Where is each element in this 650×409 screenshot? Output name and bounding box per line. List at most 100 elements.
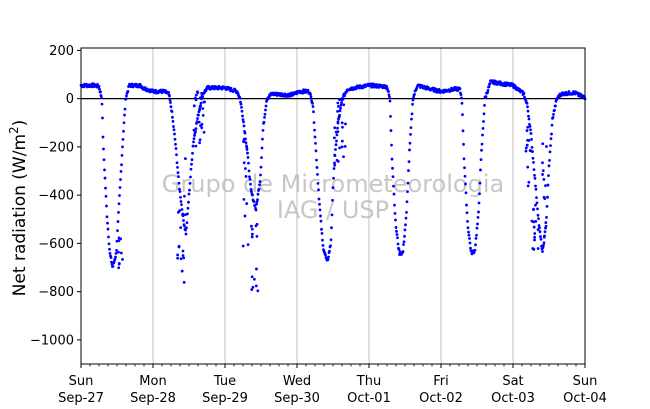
data-point xyxy=(462,157,466,161)
data-point xyxy=(534,184,537,188)
data-point xyxy=(550,123,554,127)
data-point xyxy=(537,217,540,221)
x-tick-label-day: Fri xyxy=(433,374,449,389)
data-point xyxy=(336,120,340,124)
data-point xyxy=(311,105,315,108)
data-point xyxy=(339,106,342,110)
data-point xyxy=(315,166,319,169)
data-point xyxy=(252,277,256,281)
data-point xyxy=(185,226,188,230)
data-point xyxy=(477,201,481,205)
data-point xyxy=(250,232,254,236)
data-point xyxy=(465,203,468,207)
data-point xyxy=(100,96,103,99)
data-point xyxy=(121,138,125,141)
data-point xyxy=(198,107,202,111)
data-point xyxy=(480,148,483,152)
data-point xyxy=(392,192,396,196)
data-point xyxy=(546,195,549,199)
data-point xyxy=(396,242,400,246)
data-point xyxy=(391,166,394,170)
data-point xyxy=(554,104,557,108)
data-point xyxy=(317,197,321,201)
data-point xyxy=(174,147,178,150)
data-point xyxy=(458,87,462,91)
data-point xyxy=(119,169,123,173)
data-point xyxy=(256,289,260,293)
data-point xyxy=(473,248,477,252)
data-point xyxy=(201,114,205,117)
data-point xyxy=(135,82,138,86)
data-point xyxy=(178,209,182,213)
data-point xyxy=(484,95,488,99)
data-point xyxy=(336,160,340,163)
data-point xyxy=(255,200,259,204)
data-point xyxy=(103,168,106,172)
data-point xyxy=(313,128,316,132)
data-point xyxy=(126,89,130,93)
data-point xyxy=(117,211,120,214)
data-point xyxy=(337,104,340,108)
data-point xyxy=(260,156,263,160)
data-point xyxy=(196,117,199,120)
data-point xyxy=(105,204,108,208)
data-point xyxy=(125,94,128,98)
data-point xyxy=(240,105,243,109)
data-point xyxy=(251,193,254,197)
data-point xyxy=(100,102,104,106)
data-point xyxy=(541,169,545,173)
data-point xyxy=(256,198,259,202)
data-point xyxy=(262,120,266,124)
data-point xyxy=(254,284,258,288)
data-point xyxy=(180,203,183,206)
data-point xyxy=(184,157,187,161)
data-point xyxy=(533,177,537,180)
data-point xyxy=(329,244,332,248)
data-point xyxy=(312,110,315,114)
data-point xyxy=(336,101,340,105)
data-point xyxy=(120,163,123,167)
data-point xyxy=(99,90,102,94)
data-point xyxy=(306,88,310,92)
data-point xyxy=(246,151,249,155)
data-point xyxy=(201,107,205,110)
data-point xyxy=(545,145,548,148)
data-point xyxy=(189,175,192,179)
data-point xyxy=(176,171,180,175)
data-point xyxy=(315,158,318,162)
data-point xyxy=(320,231,324,235)
data-point xyxy=(170,110,174,113)
data-point xyxy=(392,184,395,188)
data-point xyxy=(183,194,186,198)
data-point xyxy=(338,98,341,101)
data-point xyxy=(333,136,336,140)
data-point xyxy=(197,120,201,124)
data-point xyxy=(546,183,550,187)
data-point xyxy=(526,165,530,169)
data-point xyxy=(118,194,121,197)
data-point xyxy=(395,229,398,233)
data-point xyxy=(171,115,174,119)
data-point xyxy=(327,255,330,259)
data-point xyxy=(532,247,536,251)
data-point xyxy=(547,174,550,177)
data-point xyxy=(409,133,412,136)
data-point xyxy=(542,235,546,239)
data-point xyxy=(536,247,540,250)
data-point xyxy=(194,144,198,148)
data-point xyxy=(202,130,206,134)
data-point xyxy=(547,164,551,168)
data-point xyxy=(527,180,531,184)
data-point xyxy=(537,224,541,227)
data-point xyxy=(477,210,480,214)
data-point xyxy=(255,202,258,206)
data-point xyxy=(481,127,485,130)
data-point xyxy=(182,256,186,260)
data-point xyxy=(199,101,203,105)
data-point xyxy=(201,96,204,99)
data-point xyxy=(249,224,253,228)
data-point xyxy=(342,155,345,159)
data-point xyxy=(535,201,539,205)
data-point xyxy=(344,122,347,126)
data-point xyxy=(479,158,483,162)
